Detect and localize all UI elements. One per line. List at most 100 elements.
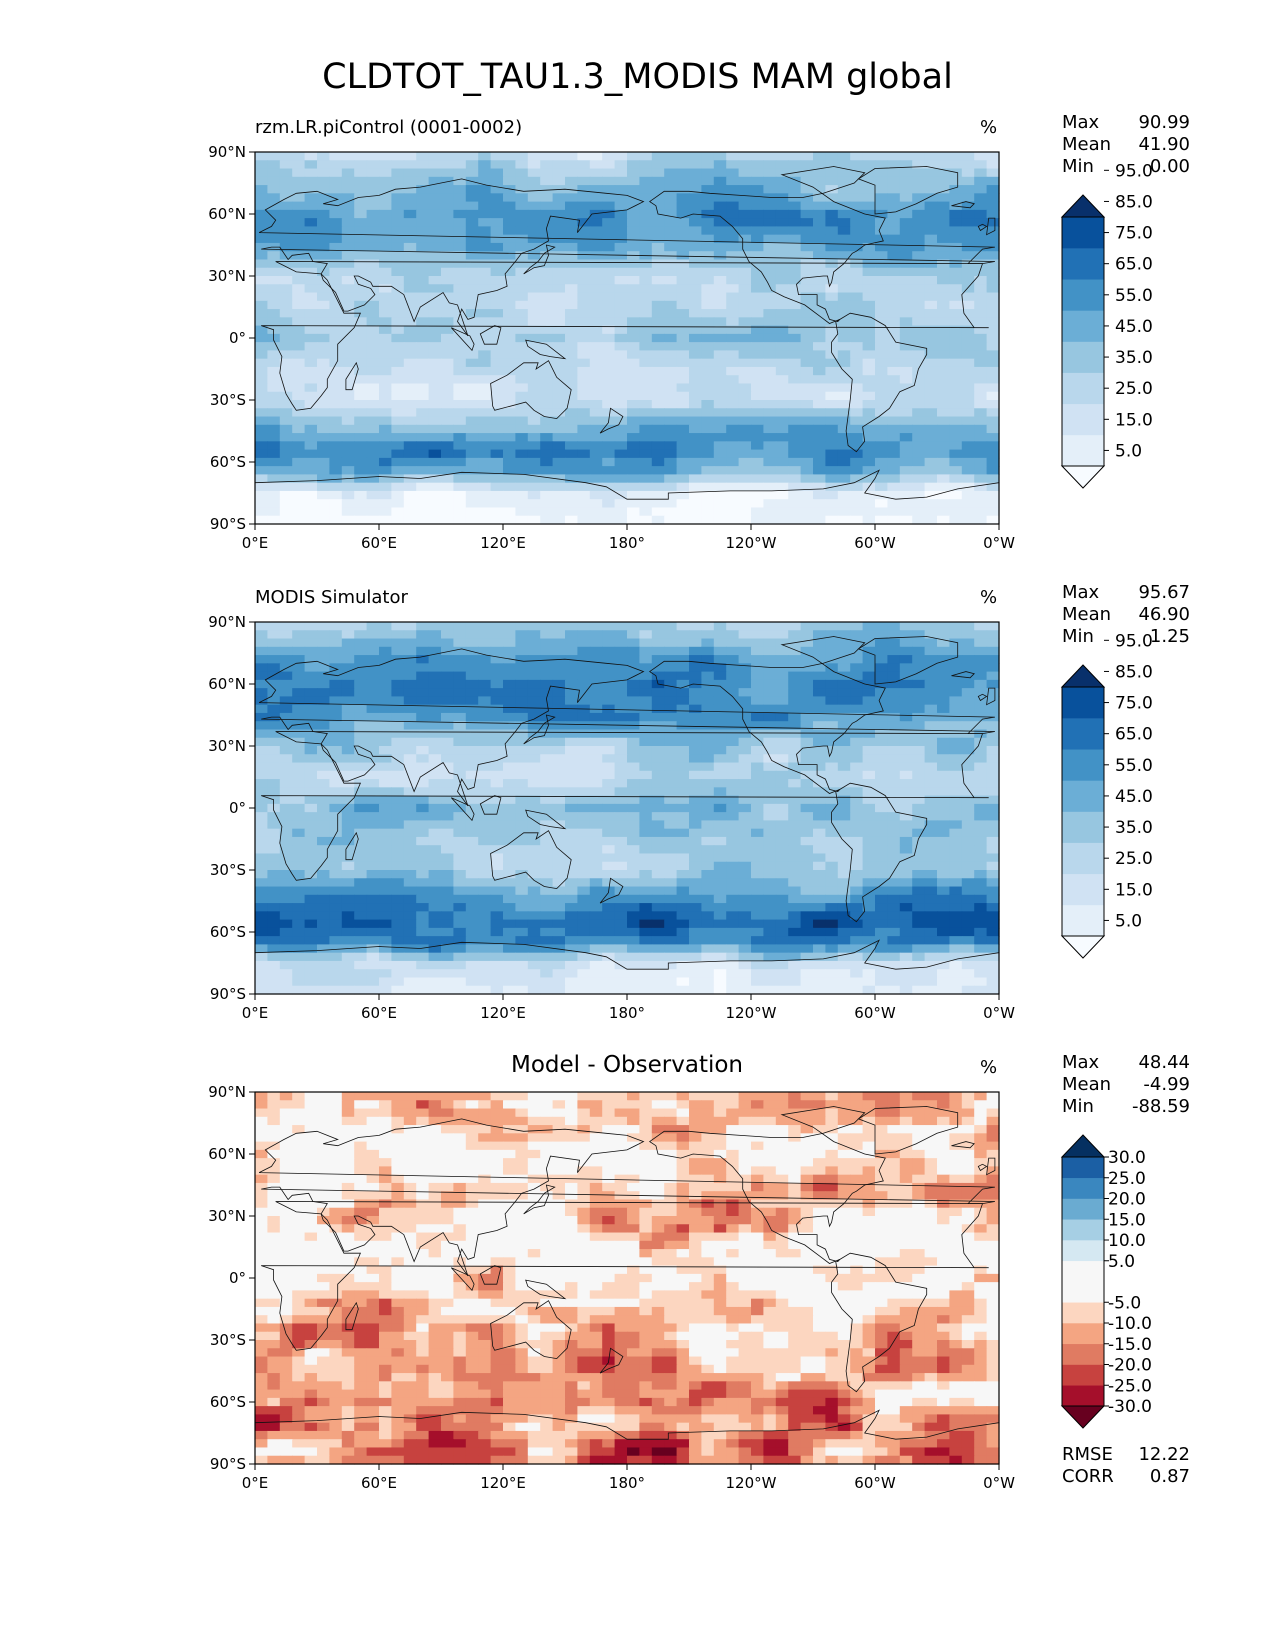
stats-diff: Max 48.44 Mean -4.99 Min -88.59 bbox=[1062, 1052, 1190, 1118]
coastline-11 bbox=[857, 166, 959, 215]
x-tick-label: 0°W bbox=[983, 1004, 1015, 1022]
coastline-6 bbox=[525, 809, 567, 830]
colorbar-tick-label: 65.0 bbox=[1115, 255, 1153, 275]
coastline-0 bbox=[258, 178, 995, 337]
units-label-model: % bbox=[980, 117, 998, 138]
coastline-15 bbox=[255, 939, 999, 994]
colorbar-segment bbox=[1062, 217, 1104, 249]
x-tick-label: 0°W bbox=[983, 1474, 1015, 1492]
coastline-7 bbox=[523, 244, 556, 275]
figure-title: CLDTOT_TAU1.3_MODIS MAM global bbox=[322, 57, 953, 97]
colorbar-tick-label: 45.0 bbox=[1115, 787, 1153, 807]
colorbar-tick-label: 15.0 bbox=[1115, 880, 1153, 900]
map-svg-model: 0°E 60°E 120°E 180° 120°W 60°W 0°W 90°N 60°N 30°N… bbox=[208, 143, 1153, 552]
coastline-11 bbox=[857, 1106, 959, 1155]
colorbar-frame bbox=[1061, 1156, 1105, 1407]
coastline-13 bbox=[986, 217, 996, 236]
stat-min-obs: Min 1.25 bbox=[1062, 626, 1190, 647]
coastlines bbox=[255, 166, 999, 524]
colorbar-segment bbox=[1062, 780, 1104, 812]
colorbar-tick-label: 5.0 bbox=[1115, 441, 1142, 461]
coastline-2 bbox=[345, 361, 359, 391]
coastline-13 bbox=[986, 1157, 996, 1176]
colorbar-tick-label: 85.0 bbox=[1115, 662, 1153, 682]
colorbar-extend-max bbox=[1060, 194, 1106, 218]
colorbar-extend-min bbox=[1060, 1405, 1106, 1429]
coastline-5 bbox=[479, 325, 502, 345]
colorbar-tick-label: 75.0 bbox=[1115, 694, 1153, 714]
coastline-1 bbox=[261, 1201, 989, 1351]
stats-model: Max 90.99 Mean 41.90 Min 0.00 bbox=[1062, 112, 1190, 178]
colorbar-segment bbox=[1062, 842, 1104, 875]
colorbar-segment bbox=[1062, 1177, 1104, 1199]
colorbar-segment bbox=[1062, 1219, 1104, 1241]
colorbar-tick-label: 95.0 bbox=[1115, 161, 1153, 181]
units-label-diff: % bbox=[980, 1057, 998, 1078]
coastline-11 bbox=[857, 636, 959, 685]
coastline-12 bbox=[951, 671, 975, 679]
stat-rmse: RMSE 12.22 bbox=[1062, 1444, 1190, 1465]
x-tick-label: 0°E bbox=[242, 534, 269, 552]
colorbar-tick-label: -20.0 bbox=[1108, 1356, 1152, 1376]
coastline-10 bbox=[831, 782, 928, 923]
coastline-5 bbox=[479, 1265, 502, 1285]
coastline-14 bbox=[977, 693, 988, 702]
x-tick-label: 120°W bbox=[726, 1474, 777, 1492]
panel-obs: 0°E 60°E 120°E 180° 120°W 60°W 0°W 90°N 60°N 30°N… bbox=[0, 582, 1275, 1055]
stats-obs: Max 95.67 Mean 46.90 Min 1.25 bbox=[1062, 582, 1190, 648]
y-tick-label: 30°N bbox=[208, 737, 246, 755]
y-tick-label: 90°S bbox=[210, 1455, 246, 1473]
x-tick-label: 120°W bbox=[726, 534, 777, 552]
colorbar-segment bbox=[1062, 1260, 1104, 1282]
contour-fill-field bbox=[255, 152, 1000, 525]
colorbar-tick-label: 65.0 bbox=[1115, 725, 1153, 745]
coastline-8 bbox=[599, 407, 624, 434]
colorbar-tick-label: 75.0 bbox=[1115, 224, 1153, 244]
x-tick-label: 60°E bbox=[361, 534, 397, 552]
map-svg-diff: 0°E 60°E 120°E 180° 120°W 60°W 0°W 90°N 60°N 30°N… bbox=[208, 1083, 1152, 1492]
coastline-4 bbox=[451, 327, 475, 352]
coastline-3 bbox=[490, 830, 572, 890]
colorbar-segment bbox=[1062, 279, 1104, 311]
contour-fill-field bbox=[255, 622, 1000, 995]
x-tick-label: 120°W bbox=[726, 1004, 777, 1022]
colorbar-segment bbox=[1062, 1157, 1104, 1179]
coastline-2 bbox=[345, 831, 359, 861]
coastline-12 bbox=[951, 201, 975, 209]
stats-rmse-corr: RMSE 12.22 CORR 0.87 bbox=[1062, 1444, 1190, 1488]
stat-corr: CORR 0.87 bbox=[1062, 1466, 1190, 1487]
coastline-14 bbox=[977, 223, 988, 232]
stat-mean-model: Mean 41.90 bbox=[1062, 134, 1190, 155]
coastline-10 bbox=[831, 312, 928, 453]
colorbar-tick-label: 55.0 bbox=[1115, 286, 1153, 306]
x-tick-label: 60°E bbox=[361, 1004, 397, 1022]
y-tick-label: 60°N bbox=[208, 1145, 246, 1163]
x-tick-label: 120°E bbox=[480, 1004, 526, 1022]
x-tick-label: 180° bbox=[609, 1004, 645, 1022]
colorbar-segment bbox=[1062, 310, 1104, 342]
x-tick-label: 0°E bbox=[242, 1004, 269, 1022]
colorbar-tick-label: 95.0 bbox=[1115, 631, 1153, 651]
panel-title-obs: MODIS Simulator bbox=[255, 587, 408, 608]
y-tick-label: 60°S bbox=[210, 453, 246, 471]
colorbar-tick-label: 15.0 bbox=[1108, 1210, 1146, 1230]
x-tick-label: 120°E bbox=[480, 1474, 526, 1492]
coastline-15 bbox=[255, 469, 999, 524]
colorbar-tick-label: -5.0 bbox=[1108, 1293, 1141, 1313]
colorbar-segment bbox=[1062, 1240, 1104, 1262]
colorbar-segment bbox=[1062, 1323, 1104, 1345]
stat-mean-obs: Mean 46.90 bbox=[1062, 604, 1190, 625]
stat-mean-diff: Mean -4.99 bbox=[1062, 1074, 1190, 1095]
colorbar-tick-label: 35.0 bbox=[1115, 818, 1153, 838]
colorbar-segment bbox=[1062, 873, 1104, 906]
y-tick-label: 90°N bbox=[208, 143, 246, 161]
coastline-14 bbox=[977, 1163, 988, 1172]
y-tick-label: 0° bbox=[229, 1269, 246, 1287]
y-tick-label: 90°N bbox=[208, 1083, 246, 1101]
colorbar-tick-label: 30.0 bbox=[1108, 1148, 1146, 1168]
colorbar-tick-label: 85.0 bbox=[1115, 192, 1153, 212]
colorbar-tick-label: 25.0 bbox=[1115, 849, 1153, 869]
x-tick-label: 60°W bbox=[854, 1474, 896, 1492]
y-tick-label: 90°S bbox=[210, 515, 246, 533]
colorbar-segment bbox=[1062, 687, 1104, 719]
